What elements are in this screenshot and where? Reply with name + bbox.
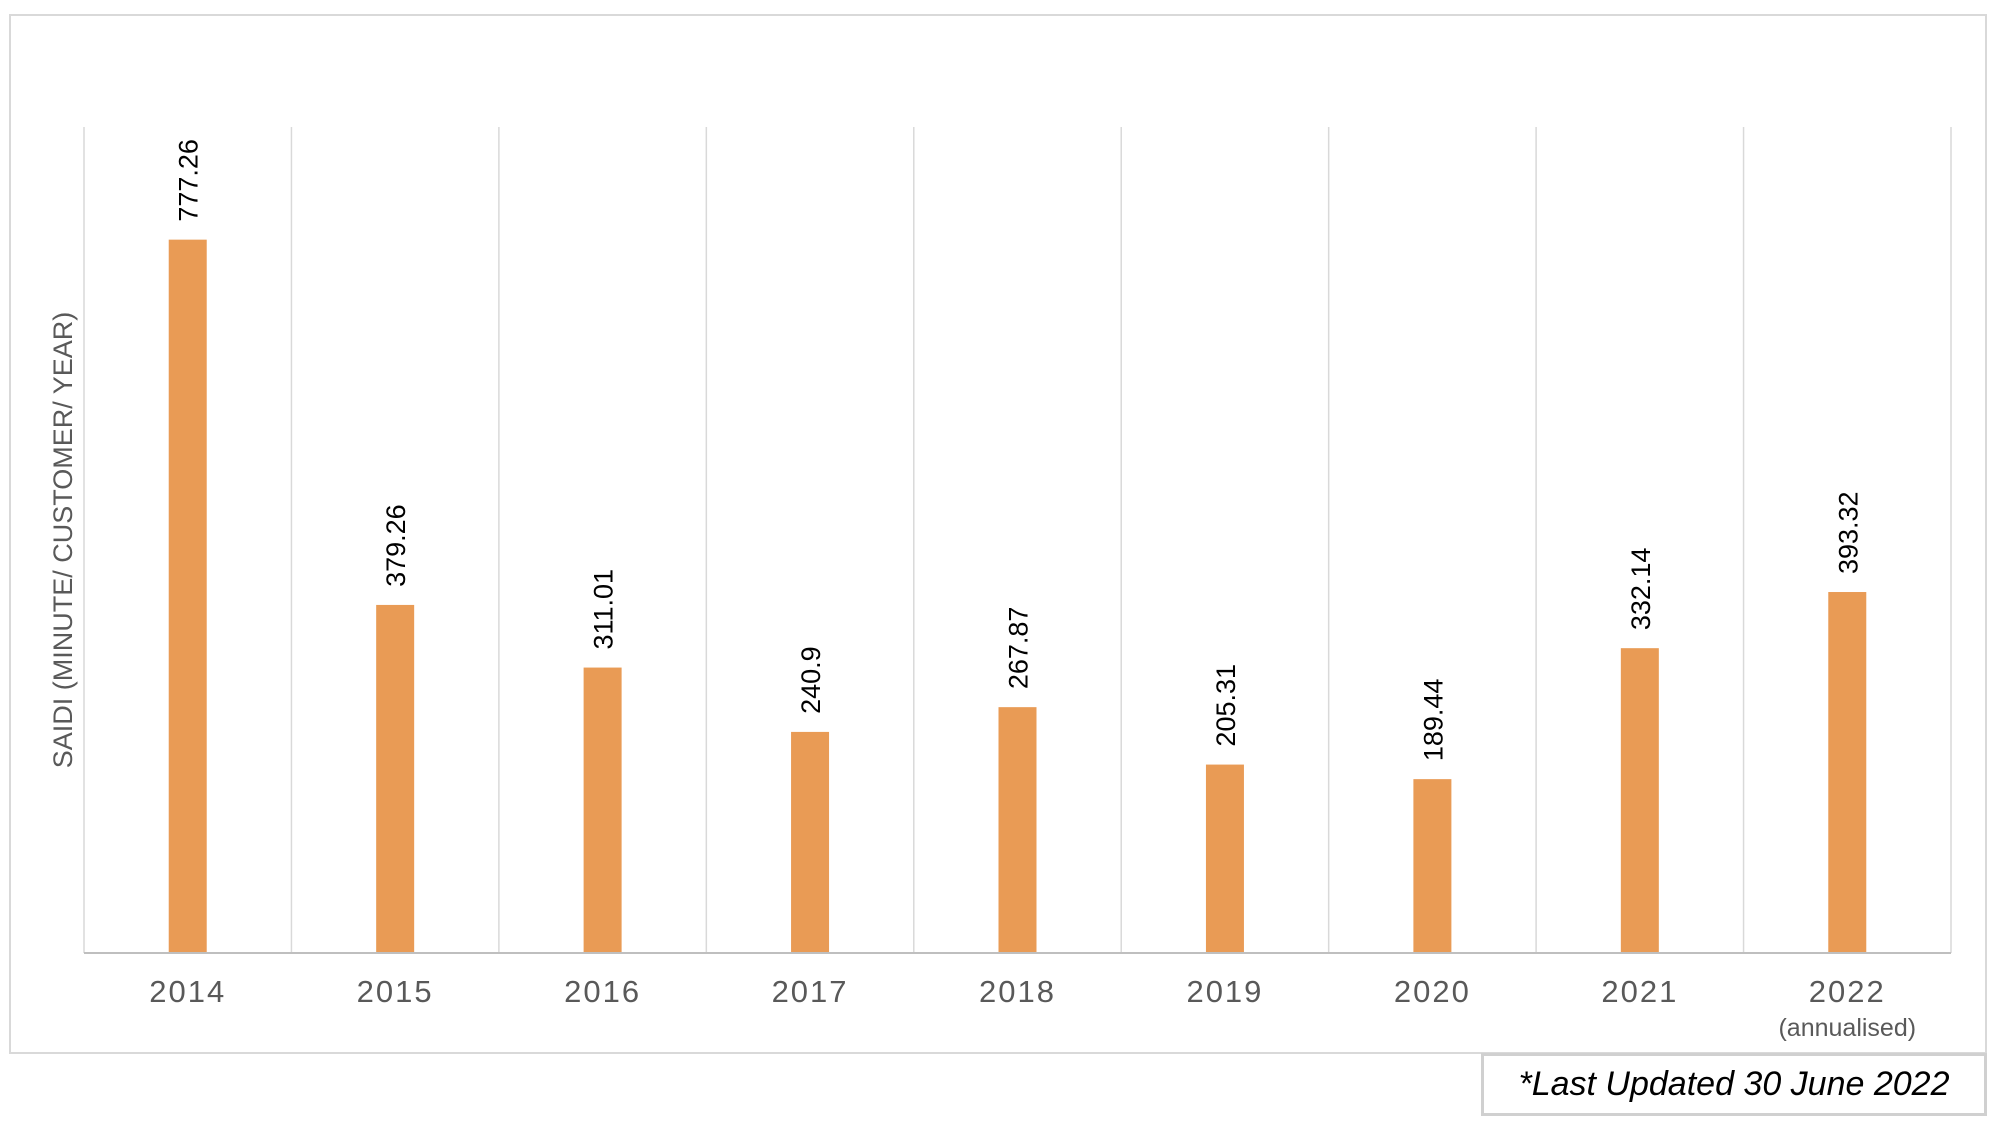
bar-2018 <box>998 707 1037 953</box>
data-label-2020: 189.44 <box>1418 679 1448 762</box>
bar-2014 <box>168 239 207 953</box>
data-label-2016: 311.01 <box>589 569 619 650</box>
x-tick-sublabel-2022: (annualised) <box>1778 1014 1916 1042</box>
last-updated-note: *Last Updated 30 June 2022 <box>1481 1053 1987 1116</box>
data-label-2017: 240.9 <box>796 646 826 714</box>
x-tick-label-2014: 2014 <box>149 974 226 1009</box>
last-updated-text: *Last Updated 30 June 2022 <box>1518 1065 1950 1103</box>
bars <box>168 239 1867 953</box>
data-label-2021: 332.14 <box>1626 548 1656 631</box>
data-label-2022: 393.32 <box>1833 491 1863 574</box>
x-tick-label-2021: 2021 <box>1601 974 1678 1009</box>
bar-2022 <box>1828 592 1867 953</box>
data-labels: 777.26 379.26 311.01 240.9 267.87 205.31 189.4… <box>174 139 1864 761</box>
gridlines <box>83 127 1952 953</box>
y-axis-title: SAIDI (MINUTE/ CUSTOMER/ YEAR) <box>48 312 78 769</box>
bar-2017 <box>791 731 830 953</box>
bar-2015 <box>376 604 415 953</box>
x-tick-label-2017: 2017 <box>772 974 849 1009</box>
x-tick-label-2019: 2019 <box>1186 974 1263 1009</box>
x-tick-label-2015: 2015 <box>357 974 434 1009</box>
x-tick-label-2016: 2016 <box>564 974 641 1009</box>
x-tick-label-2020: 2020 <box>1394 974 1471 1009</box>
bar-2021 <box>1620 648 1659 953</box>
bar-2020 <box>1413 779 1452 953</box>
data-label-2015: 379.26 <box>381 504 411 587</box>
data-label-2019: 205.31 <box>1211 664 1241 747</box>
x-axis: 2014 2015 2016 2017 2018 2019 2020 2021 2022 (ann… <box>84 952 1951 1042</box>
x-tick-label-2018: 2018 <box>979 974 1056 1009</box>
data-label-2014: 777.26 <box>174 139 204 222</box>
x-tick-label-2022: 2022 <box>1809 974 1886 1009</box>
data-label-2018: 267.87 <box>1004 607 1034 690</box>
bar-2019 <box>1205 764 1244 953</box>
bar-2016 <box>583 667 622 953</box>
